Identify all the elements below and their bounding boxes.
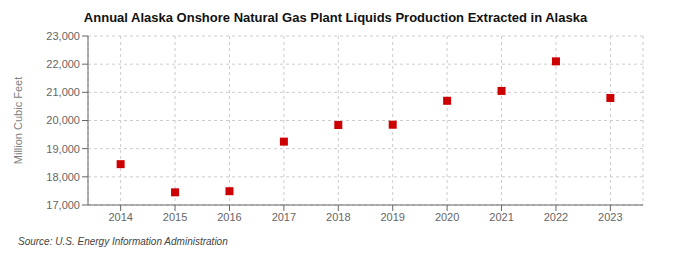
svg-text:22,000: 22,000 [46,58,80,70]
svg-text:Million Cubic Feet: Million Cubic Feet [12,77,24,164]
svg-text:2021: 2021 [489,211,513,223]
svg-text:2022: 2022 [544,211,568,223]
svg-text:2023: 2023 [598,211,622,223]
svg-text:2016: 2016 [217,211,241,223]
svg-text:2019: 2019 [380,211,404,223]
svg-text:19,000: 19,000 [46,143,80,155]
svg-text:2014: 2014 [108,211,132,223]
svg-text:2018: 2018 [326,211,350,223]
svg-text:2017: 2017 [272,211,296,223]
svg-text:18,000: 18,000 [46,171,80,183]
svg-text:17,000: 17,000 [46,199,80,211]
svg-text:23,000: 23,000 [46,30,80,42]
html-text:Source: U.S. Energy Informatio: Source: U.S. Energy Information Administ… [18,236,228,247]
svg-text:21,000: 21,000 [46,86,80,98]
svg-text:2020: 2020 [435,211,459,223]
svg-text:20,000: 20,000 [46,114,80,126]
html-text:Annual Alaska Onshore Natural: Annual Alaska Onshore Natural Gas Plant … [83,10,588,25]
svg-text:2015: 2015 [163,211,187,223]
